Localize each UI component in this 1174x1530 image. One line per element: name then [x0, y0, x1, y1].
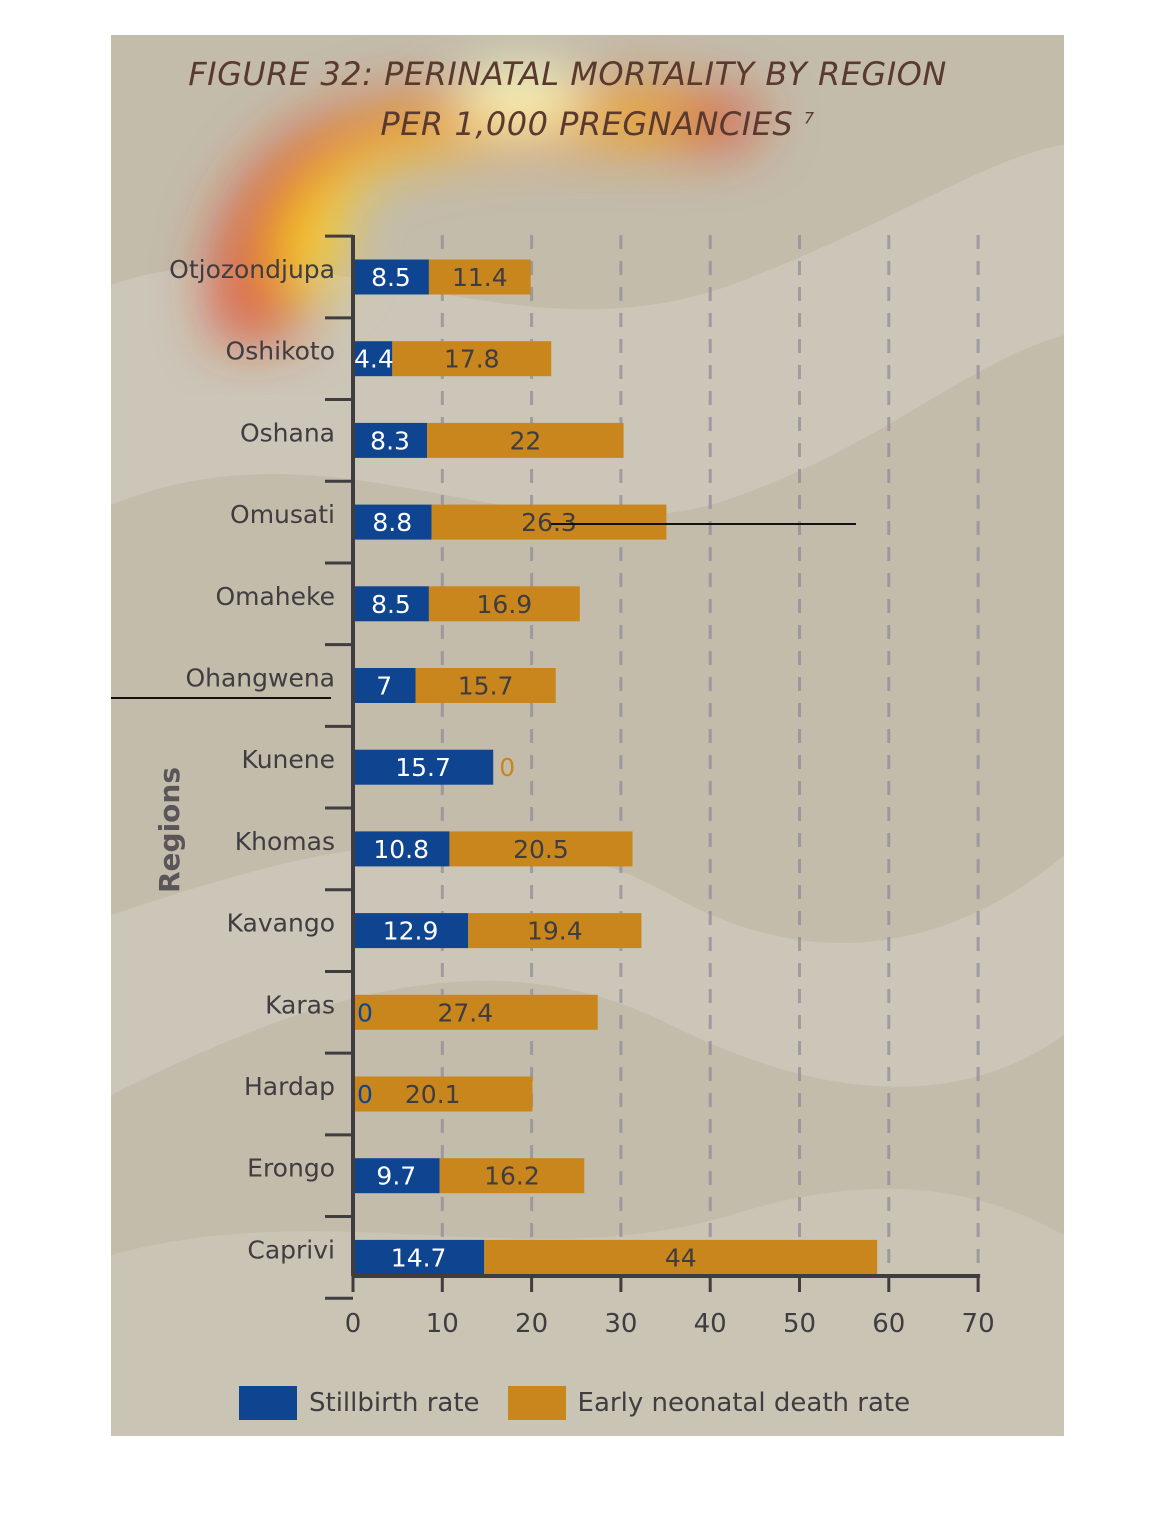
- category-label-caprivi: Caprivi: [247, 1235, 335, 1264]
- value-label-neonatal-otjozondjupa: 11.4: [452, 263, 508, 292]
- bar-stillbirth-khomas: [353, 831, 450, 867]
- value-label-neonatal-karas: 27.4: [438, 998, 494, 1027]
- value-label-neonatal-oshana: 22: [509, 426, 541, 455]
- value-label-neonatal-omusati: 26.3: [521, 508, 577, 537]
- bar-stillbirth-ohangwena: [353, 668, 416, 703]
- chart-panel: FIGURE 32: PERINATAL MORTALITY BY REGION…: [111, 35, 1064, 1436]
- x-tick-label-70: 70: [962, 1309, 995, 1339]
- value-label-neonatal-oshikoto: 17.8: [444, 345, 500, 374]
- bar-neonatal-otjozondjupa: [428, 259, 531, 295]
- x-tick-label-20: 20: [515, 1309, 548, 1339]
- category-label-karas: Karas: [265, 990, 335, 1019]
- bar-chart: Otjozondjupa 8.5 11.4 Oshikoto 4.4 17.8 Oshana…: [111, 234, 995, 1339]
- category-label-khomas: Khomas: [235, 827, 335, 856]
- value-label-stillbirth-oshana: 8.3: [370, 426, 410, 455]
- value-label-neonatal-kavango: 19.4: [527, 917, 583, 946]
- bar-stillbirth-kavango: [353, 913, 469, 949]
- bar-neonatal-kavango: [468, 913, 642, 949]
- value-label-neonatal-erongo: 16.2: [484, 1162, 540, 1191]
- category-label-hardap: Hardap: [244, 1072, 335, 1101]
- legend-label-stillbirth: Stillbirth rate: [309, 1388, 480, 1418]
- legend-swatch-neonatal: [507, 1386, 566, 1420]
- bar-stillbirth-erongo: [353, 1158, 440, 1194]
- legend-swatch-stillbirth: [239, 1386, 297, 1420]
- value-label-stillbirth-kavango: 12.9: [383, 917, 439, 946]
- bar-neonatal-oshikoto: [392, 341, 552, 377]
- bar-stillbirth-caprivi: [353, 1239, 485, 1275]
- bar-neonatal-karas: [353, 994, 598, 1030]
- x-tick-label-30: 30: [604, 1309, 637, 1339]
- value-label-stillbirth-caprivi: 14.7: [391, 1243, 447, 1272]
- category-label-ohangwena: Ohangwena: [185, 664, 335, 693]
- value-label-neonatal-khomas: 20.5: [513, 835, 569, 864]
- value-label-stillbirth-karas: 0: [357, 998, 373, 1027]
- legend-label-neonatal: Early neonatal death rate: [577, 1388, 911, 1418]
- value-label-stillbirth-khomas: 10.8: [373, 835, 429, 864]
- x-tick-label-10: 10: [426, 1309, 459, 1339]
- bar-neonatal-khomas: [449, 831, 633, 867]
- value-label-neonatal-hardap: 20.1: [405, 1080, 461, 1109]
- category-label-omaheke: Omaheke: [215, 582, 335, 611]
- bar-neonatal-omaheke: [428, 586, 580, 622]
- chart-title-text: PER 1,000 PREGNANCIES: [380, 105, 794, 143]
- value-label-neonatal-ohangwena: 15.7: [458, 672, 514, 701]
- legend-item-neonatal: Early neonatal death rate: [507, 1386, 911, 1420]
- bar-neonatal-caprivi: [484, 1239, 878, 1275]
- category-label-oshana: Oshana: [240, 418, 335, 447]
- legend: Stillbirth rate Early neonatal death rat…: [239, 1383, 938, 1423]
- x-tick-label-40: 40: [694, 1309, 727, 1339]
- bar-neonatal-erongo: [439, 1158, 585, 1194]
- value-label-stillbirth-omaheke: 8.5: [371, 590, 411, 619]
- x-tick-label-0: 0: [345, 1309, 362, 1339]
- category-label-kavango: Kavango: [227, 909, 335, 938]
- chart-title-line1: FIGURE 32: PERINATAL MORTALITY BY REGION: [188, 55, 947, 93]
- bar-stillbirth-otjozondjupa: [353, 259, 429, 295]
- bar-neonatal-ohangwena: [415, 668, 556, 703]
- bar-neonatal-omusati: [431, 504, 667, 540]
- value-label-neonatal-omaheke: 16.9: [477, 590, 533, 619]
- value-label-neonatal-kunene: 0: [499, 753, 515, 782]
- x-tick-label-50: 50: [783, 1309, 816, 1339]
- value-label-stillbirth-oshikoto: 4.4: [354, 345, 394, 374]
- bar-neonatal-hardap: [353, 1076, 533, 1112]
- category-label-otjozondjupa: Otjozondjupa: [169, 255, 335, 284]
- y-axis-title: Regions: [153, 767, 186, 893]
- bar-stillbirth-omusati: [353, 504, 432, 540]
- bar-stillbirth-kunene: [353, 749, 494, 785]
- category-label-erongo: Erongo: [247, 1154, 335, 1183]
- bar-stillbirth-oshikoto: [353, 341, 393, 377]
- bar-stillbirth-oshana: [353, 422, 428, 458]
- footnote-marker: 7: [803, 108, 815, 128]
- value-label-stillbirth-hardap: 0: [357, 1080, 373, 1109]
- value-label-stillbirth-erongo: 9.7: [376, 1162, 416, 1191]
- category-label-kunene: Kunene: [242, 745, 335, 774]
- bar-neonatal-oshana: [427, 422, 624, 458]
- value-label-stillbirth-otjozondjupa: 8.5: [371, 263, 411, 292]
- legend-item-stillbirth: Stillbirth rate: [239, 1386, 480, 1420]
- x-tick-label-60: 60: [872, 1309, 905, 1339]
- bar-stillbirth-omaheke: [353, 586, 429, 622]
- category-label-omusati: Omusati: [230, 500, 335, 529]
- value-label-neonatal-caprivi: 44: [665, 1243, 697, 1272]
- value-label-stillbirth-ohangwena: 7: [376, 672, 392, 701]
- category-label-oshikoto: Oshikoto: [226, 337, 335, 366]
- chart-title-line2: PER 1,000 PREGNANCIES 7: [121, 105, 1064, 143]
- value-label-stillbirth-kunene: 15.7: [395, 753, 451, 782]
- value-label-stillbirth-omusati: 8.8: [372, 508, 412, 537]
